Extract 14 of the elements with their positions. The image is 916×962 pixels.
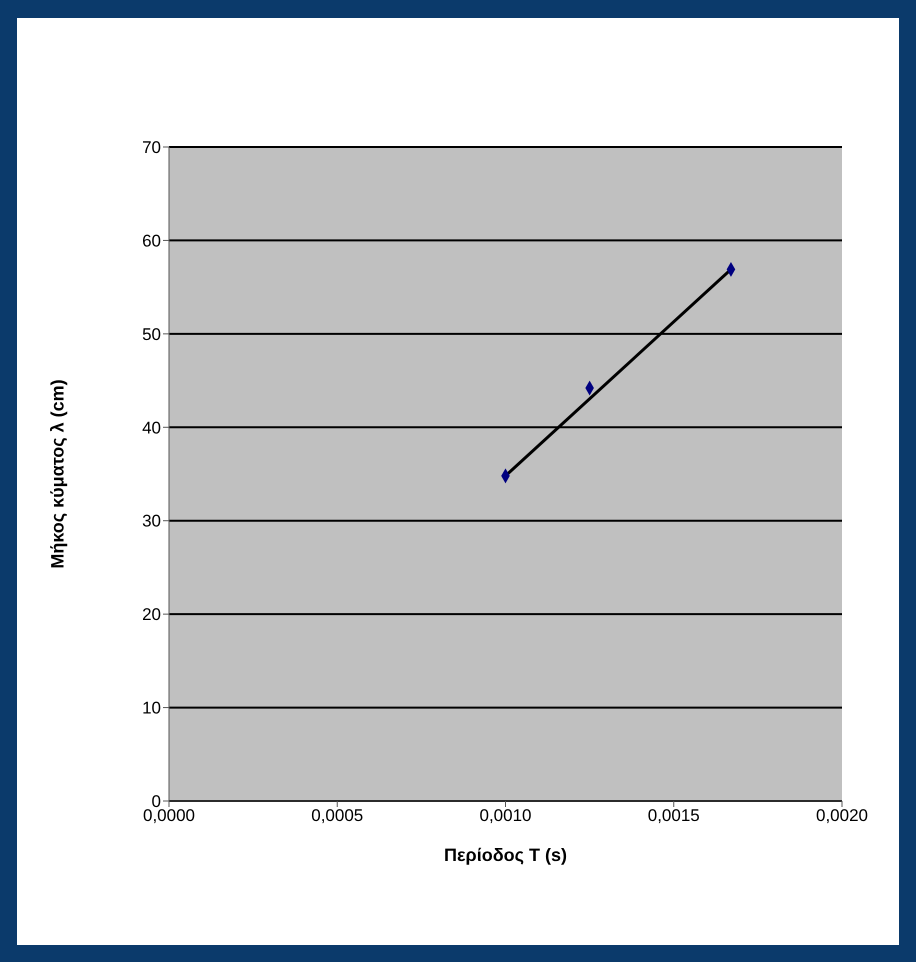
y-tick-label: 10 — [142, 698, 161, 718]
y-tick-label: 40 — [142, 418, 161, 438]
y-tick-label: 50 — [142, 324, 161, 344]
x-tick-label: 0,0000 — [143, 806, 195, 826]
y-tick-label: 30 — [142, 512, 161, 531]
x-tick-label: 0,0015 — [648, 806, 700, 826]
x-tick-label: 0,0005 — [311, 806, 364, 826]
x-tick-label: 0,0010 — [480, 806, 532, 826]
y-tick-label: 70 — [142, 138, 161, 158]
y-tick-label: 60 — [142, 231, 161, 250]
y-tick-label: 20 — [142, 605, 161, 624]
x-tick-label: 0,0020 — [816, 806, 868, 826]
y-axis-title: Μήκος κύματος λ (cm) — [47, 379, 68, 569]
x-axis-title: Περίοδος T (s) — [444, 845, 567, 865]
